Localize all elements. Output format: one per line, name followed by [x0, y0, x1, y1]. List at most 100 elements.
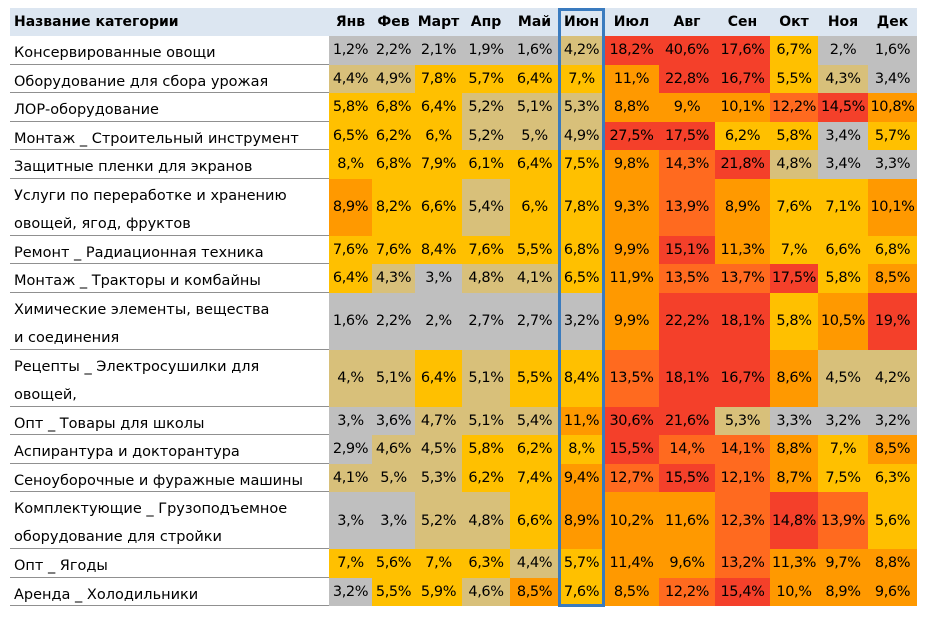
heatmap-cell: 4,1% — [329, 463, 372, 492]
month-header: Авг — [659, 8, 715, 36]
heatmap-cell: 6,7% — [770, 36, 818, 65]
row-category-name: Консервированные овощи — [10, 36, 329, 65]
heatmap-cell: 5,1% — [372, 349, 415, 407]
heatmap-cell: 5,% — [510, 121, 559, 150]
heatmap-cell: 5,5% — [770, 64, 818, 93]
heatmap-cell: 5,5% — [510, 349, 559, 407]
heatmap-cell: 7,% — [329, 549, 372, 578]
heatmap-cell: 5,7% — [559, 549, 604, 578]
row-category-name: Ремонт _ Радиационная техника — [10, 235, 329, 264]
heatmap-cell: 5,1% — [462, 406, 510, 435]
heatmap-cell: 7,1% — [818, 178, 868, 236]
heatmap-cell: 5,3% — [415, 463, 462, 492]
heatmap-cell: 6,4% — [510, 64, 559, 93]
heatmap-cell: 2,2% — [372, 36, 415, 65]
heatmap-cell: 6,2% — [715, 121, 770, 150]
heatmap-cell: 22,2% — [659, 292, 715, 350]
heatmap-cell: 2,2% — [372, 292, 415, 350]
row-category-name: Аренда _ Холодильники — [10, 577, 329, 606]
heatmap-cell: 7,5% — [559, 150, 604, 179]
heatmap-cell: 8,9% — [715, 178, 770, 236]
heatmap-cell: 3,3% — [868, 150, 917, 179]
heatmap-cell: 5,2% — [415, 492, 462, 549]
heatmap-cell: 5,8% — [818, 264, 868, 293]
heatmap-cell: 27,5% — [604, 121, 659, 150]
heatmap-cell: 4,3% — [818, 64, 868, 93]
heatmap-cell: 3,% — [415, 264, 462, 293]
heatmap-cell: 15,5% — [604, 435, 659, 464]
heatmap-cell: 9,4% — [559, 463, 604, 492]
heatmap-cell: 3,6% — [372, 406, 415, 435]
heatmap-cell: 8,2% — [372, 178, 415, 236]
heatmap-cell: 5,5% — [372, 577, 415, 606]
heatmap-cell: 6,4% — [329, 264, 372, 293]
heatmap-cell: 4,6% — [372, 435, 415, 464]
heatmap-cell: 4,8% — [462, 492, 510, 549]
heatmap-cell: 5,% — [372, 463, 415, 492]
row-category-name-line: и соединения — [14, 329, 120, 346]
heatmap-cell: 12,7% — [604, 463, 659, 492]
heatmap-cell: 7,8% — [415, 64, 462, 93]
heatmap-cell: 3,% — [372, 492, 415, 549]
heatmap-cell: 15,5% — [659, 463, 715, 492]
heatmap-cell: 7,5% — [818, 463, 868, 492]
heatmap-cell: 12,2% — [659, 577, 715, 606]
heatmap-cell: 11,% — [604, 64, 659, 93]
heatmap-cell: 13,5% — [604, 349, 659, 407]
heatmap-cell: 6,6% — [510, 492, 559, 549]
heatmap-cell: 6,2% — [510, 435, 559, 464]
heatmap-cell: 7,% — [770, 235, 818, 264]
heatmap-cell: 7,6% — [462, 235, 510, 264]
heatmap-cell: 14,5% — [818, 93, 868, 122]
heatmap-cell: 8,8% — [770, 435, 818, 464]
heatmap-cell: 9,8% — [604, 150, 659, 179]
heatmap-cell: 3,2% — [868, 406, 917, 435]
heatmap-cell: 7,6% — [770, 178, 818, 236]
month-header: Фев — [372, 8, 415, 36]
heatmap-cell: 2,9% — [329, 435, 372, 464]
heatmap-cell: 10,1% — [868, 178, 917, 236]
heatmap-cell: 5,4% — [462, 178, 510, 236]
heatmap-cell: 10,5% — [818, 292, 868, 350]
heatmap-cell: 6,2% — [462, 463, 510, 492]
row-category-name-line: овощей, ягод, фруктов — [14, 215, 191, 232]
row-category-name-line: Комплектующие _ Грузоподъемное — [14, 501, 288, 517]
month-header: Сен — [715, 8, 770, 36]
heatmap-cell: 30,6% — [604, 406, 659, 435]
heatmap-cell: 5,6% — [868, 492, 917, 549]
heatmap-cell: 4,9% — [372, 64, 415, 93]
heatmap-cell: 16,7% — [715, 64, 770, 93]
heatmap-cell: 11,3% — [770, 549, 818, 578]
heatmap-cell: 8,8% — [868, 549, 917, 578]
heatmap-cell: 11,3% — [715, 235, 770, 264]
heatmap-cell: 14,3% — [659, 150, 715, 179]
heatmap-cell: 5,1% — [510, 93, 559, 122]
heatmap-cell: 7,% — [818, 435, 868, 464]
row-category-name: Защитные пленки для экранов — [10, 150, 329, 179]
heatmap-cell: 6,8% — [372, 93, 415, 122]
heatmap-cell: 8,5% — [604, 577, 659, 606]
heatmap-cell: 14,% — [659, 435, 715, 464]
heatmap-cell: 5,3% — [715, 406, 770, 435]
row-category-name: ЛОР-оборудование — [10, 93, 329, 122]
heatmap-cell: 3,% — [329, 492, 372, 549]
heatmap-cell: 6,5% — [329, 121, 372, 150]
heatmap-cell: 4,% — [329, 349, 372, 407]
heatmap-cell: 6,4% — [510, 150, 559, 179]
heatmap-cell: 4,7% — [415, 406, 462, 435]
heatmap-cell: 8,% — [559, 435, 604, 464]
heatmap-cell: 8,4% — [415, 235, 462, 264]
heatmap-cell: 5,1% — [462, 349, 510, 407]
heatmap-cell: 10,1% — [715, 93, 770, 122]
heatmap-cell: 7,4% — [510, 463, 559, 492]
heatmap-cell: 1,9% — [462, 36, 510, 65]
heatmap-cell: 13,9% — [659, 178, 715, 236]
heatmap-cell: 6,2% — [372, 121, 415, 150]
heatmap-cell: 5,9% — [415, 577, 462, 606]
heatmap-cell: 6,% — [415, 121, 462, 150]
heatmap-cell: 4,6% — [462, 577, 510, 606]
heatmap-cell: 7,9% — [415, 150, 462, 179]
heatmap-cell: 8,9% — [559, 492, 604, 549]
heatmap-cell: 13,2% — [715, 549, 770, 578]
heatmap-cell: 8,9% — [818, 577, 868, 606]
